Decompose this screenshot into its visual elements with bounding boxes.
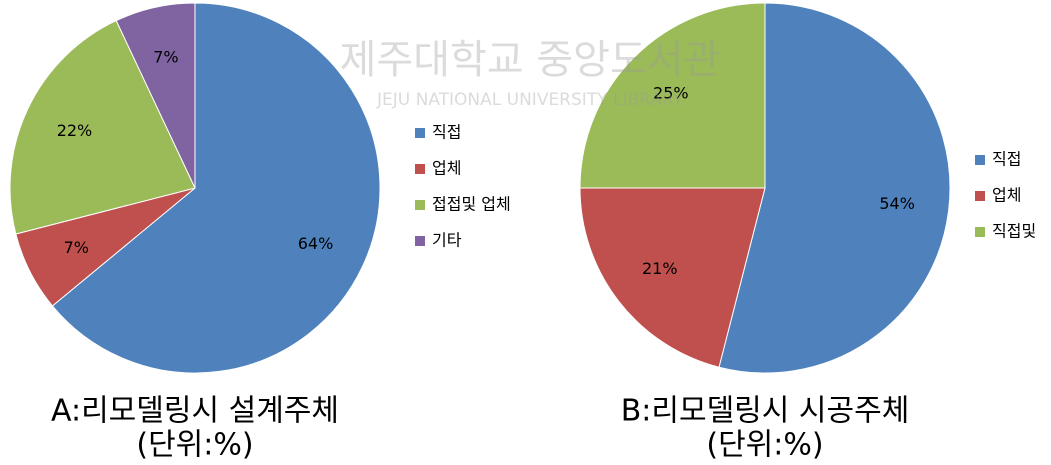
watermark-subtitle: JEJU NATIONAL UNIVERSITY LIBRARY	[376, 90, 684, 110]
chart-subtitle: (단위:%)	[706, 428, 823, 463]
legend-label: 업체	[432, 159, 461, 178]
legend-label: 직접	[432, 123, 461, 142]
legend-swatch	[975, 155, 985, 165]
data-label: 7%	[153, 48, 178, 67]
legend-label: 기타	[432, 231, 462, 250]
legend-label: 직접및	[992, 222, 1036, 241]
legend-swatch	[415, 236, 425, 246]
legend-label: 접접및 업체	[432, 195, 511, 214]
pie-slice	[718, 2, 951, 374]
pie-slice	[579, 2, 766, 189]
data-label: 21%	[642, 259, 678, 278]
legend-swatch	[975, 227, 985, 237]
watermark: 제주대학교 중앙도서관 JEJU NATIONAL UNIVERSITY LIB…	[340, 37, 721, 110]
chart-subtitle: (단위:%)	[136, 428, 253, 463]
legend-swatch	[415, 164, 425, 174]
data-label: 7%	[64, 238, 89, 257]
chart-title: A:리모델링시 설계주체	[51, 394, 339, 429]
legend-swatch	[415, 128, 425, 138]
legend-label: 업체	[992, 186, 1021, 205]
pie-slice	[115, 2, 196, 189]
legend-swatch	[975, 191, 985, 201]
data-label: 54%	[879, 194, 915, 213]
chart-title: B:리모델링시 시공주체	[621, 394, 910, 429]
pie-slice	[579, 187, 766, 368]
data-label: 25%	[653, 83, 689, 102]
legend-swatch	[415, 200, 425, 210]
data-label: 64%	[298, 234, 334, 253]
pie-slice	[9, 19, 196, 235]
pie-slice	[51, 2, 381, 374]
data-label: 22%	[57, 121, 93, 140]
legend-label: 직접	[992, 150, 1021, 169]
watermark-title: 제주대학교 중앙도서관	[340, 37, 721, 83]
